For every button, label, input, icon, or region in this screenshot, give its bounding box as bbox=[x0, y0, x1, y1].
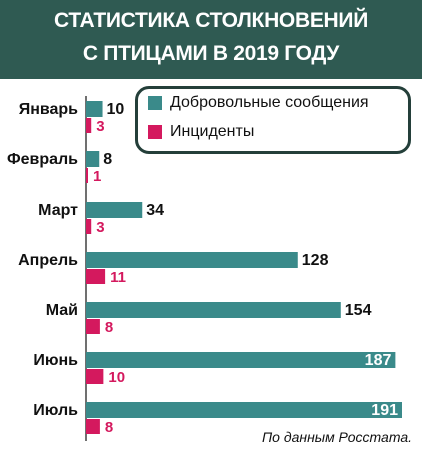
value-label-incidents: 3 bbox=[96, 118, 104, 135]
value-label-reports: 128 bbox=[302, 252, 329, 269]
bar-incidents bbox=[86, 219, 92, 234]
bar-reports bbox=[86, 352, 396, 368]
bar-reports bbox=[86, 151, 100, 167]
category-label: Январь bbox=[19, 101, 78, 118]
bar-incidents bbox=[86, 269, 106, 284]
bar-incidents bbox=[86, 419, 100, 434]
value-label-reports: 8 bbox=[103, 151, 112, 168]
value-label-incidents: 3 bbox=[96, 219, 104, 236]
value-label-reports: 34 bbox=[146, 202, 164, 219]
category-label: Май bbox=[46, 302, 78, 319]
category-label: Март bbox=[38, 202, 78, 219]
legend-swatch-reports bbox=[148, 96, 162, 110]
chart-title-line-2: С ПТИЦАМИ В 2019 ГОДУ bbox=[82, 42, 340, 65]
value-label-incidents: 1 bbox=[93, 168, 101, 185]
legend-label-incidents: Инциденты bbox=[170, 123, 255, 140]
bar-reports bbox=[86, 252, 298, 268]
value-label-incidents: 8 bbox=[105, 319, 113, 336]
bar-incidents bbox=[86, 118, 92, 133]
value-label-reports: 10 bbox=[107, 101, 125, 118]
legend-swatch-incidents bbox=[148, 125, 162, 139]
value-label-reports: 191 bbox=[371, 402, 398, 419]
category-label: Февраль bbox=[7, 151, 78, 168]
bar-reports bbox=[86, 202, 143, 218]
value-label-reports: 154 bbox=[345, 302, 372, 319]
bar-reports bbox=[86, 302, 341, 318]
chart-title-line-1: СТАТИСТИКА СТОЛКНОВЕНИЙ bbox=[53, 9, 368, 32]
value-label-incidents: 11 bbox=[110, 269, 126, 286]
legend: Добровольные сообщения Инциденты bbox=[135, 86, 411, 154]
category-label: Апрель bbox=[18, 252, 78, 269]
bar-reports bbox=[86, 101, 103, 117]
legend-label-reports: Добровольные сообщения bbox=[170, 94, 369, 111]
source-note: По данным Росстата. bbox=[262, 429, 412, 445]
bar-reports bbox=[86, 402, 402, 418]
bar-incidents bbox=[86, 369, 104, 384]
category-label: Июнь bbox=[33, 352, 78, 369]
bar-incidents bbox=[86, 319, 100, 334]
value-label-incidents: 10 bbox=[108, 369, 125, 386]
value-label-incidents: 8 bbox=[105, 419, 113, 436]
category-label: Июль bbox=[33, 402, 78, 419]
title-banner: СТАТИСТИКА СТОЛКНОВЕНИЙ С ПТИЦАМИ В 2019… bbox=[0, 0, 422, 79]
value-label-reports: 187 bbox=[365, 352, 392, 369]
bar-incidents bbox=[86, 168, 88, 183]
